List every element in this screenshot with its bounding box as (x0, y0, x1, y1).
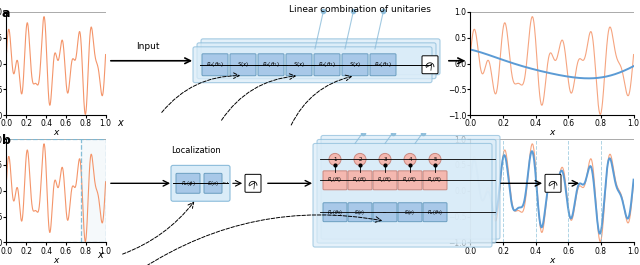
FancyBboxPatch shape (258, 54, 284, 76)
FancyBboxPatch shape (201, 39, 440, 75)
Text: Linear combination of unitaries: Linear combination of unitaries (289, 5, 431, 14)
Text: a: a (2, 7, 10, 20)
FancyBboxPatch shape (342, 54, 368, 76)
Text: $R_z(\theta_2)$: $R_z(\theta_2)$ (318, 60, 336, 69)
Text: $R_z(\theta_i')$: $R_z(\theta_i')$ (403, 175, 417, 185)
FancyBboxPatch shape (398, 203, 422, 222)
Text: $S(x)$: $S(x)$ (237, 60, 249, 69)
FancyBboxPatch shape (348, 171, 372, 190)
Text: 3: 3 (383, 157, 387, 162)
Circle shape (429, 153, 441, 165)
Text: ···: ··· (383, 210, 387, 215)
Text: 1: 1 (333, 157, 337, 162)
FancyBboxPatch shape (245, 174, 261, 192)
Text: $S(x)$: $S(x)$ (207, 179, 219, 188)
FancyBboxPatch shape (321, 135, 500, 239)
FancyBboxPatch shape (193, 47, 432, 83)
FancyBboxPatch shape (373, 171, 397, 190)
FancyBboxPatch shape (422, 56, 438, 74)
Circle shape (404, 153, 416, 165)
Circle shape (354, 153, 366, 165)
Text: $R_z(\theta_3)$: $R_z(\theta_3)$ (427, 208, 443, 217)
FancyBboxPatch shape (423, 203, 447, 222)
FancyBboxPatch shape (317, 139, 496, 243)
Text: b: b (2, 134, 11, 147)
Text: $R_z(\theta_i')$: $R_z(\theta_i')$ (328, 175, 342, 185)
Text: $R_z(\theta_0)$: $R_z(\theta_0)$ (327, 208, 343, 217)
Text: x: x (97, 250, 103, 260)
Text: Input: Input (136, 42, 160, 51)
Text: 4: 4 (408, 157, 412, 162)
FancyBboxPatch shape (423, 171, 447, 190)
FancyBboxPatch shape (286, 54, 312, 76)
FancyBboxPatch shape (398, 171, 422, 190)
Text: $R_z(\theta_1)$: $R_z(\theta_1)$ (262, 60, 280, 69)
Text: $S(x)$: $S(x)$ (355, 208, 365, 217)
FancyBboxPatch shape (204, 173, 222, 193)
FancyBboxPatch shape (314, 54, 340, 76)
FancyBboxPatch shape (230, 54, 256, 76)
Text: $R_z(\theta_0)$: $R_z(\theta_0)$ (206, 60, 224, 69)
FancyBboxPatch shape (176, 173, 200, 193)
Bar (81, 139, 106, 242)
FancyBboxPatch shape (313, 143, 492, 247)
Text: $R_z(\theta_i')$: $R_z(\theta_i')$ (378, 175, 392, 185)
FancyBboxPatch shape (545, 174, 561, 192)
FancyBboxPatch shape (197, 43, 436, 79)
Text: x: x (117, 118, 123, 127)
Text: 2: 2 (358, 157, 362, 162)
FancyBboxPatch shape (323, 171, 347, 190)
Text: $R_z(\theta_3)$: $R_z(\theta_3)$ (374, 60, 392, 69)
Text: $S(x)$: $S(x)$ (349, 60, 361, 69)
Text: 5: 5 (433, 157, 436, 162)
FancyBboxPatch shape (373, 203, 397, 222)
Text: $R_z(\phi)$: $R_z(\phi)$ (180, 179, 195, 188)
Text: $R_z(\theta_i')$: $R_z(\theta_i')$ (428, 175, 443, 185)
Text: $S(x)$: $S(x)$ (404, 208, 415, 217)
Text: Localization: Localization (171, 147, 221, 155)
FancyBboxPatch shape (202, 54, 228, 76)
Circle shape (329, 153, 341, 165)
FancyBboxPatch shape (370, 54, 396, 76)
Text: ···: ··· (221, 179, 229, 188)
X-axis label: x: x (549, 256, 555, 265)
Circle shape (379, 153, 391, 165)
Text: $R_z(\theta_i')$: $R_z(\theta_i')$ (353, 175, 367, 185)
FancyBboxPatch shape (323, 203, 347, 222)
X-axis label: x: x (53, 256, 59, 265)
Text: $S(x)$: $S(x)$ (292, 60, 305, 69)
X-axis label: x: x (549, 129, 555, 138)
X-axis label: x: x (53, 129, 59, 138)
FancyBboxPatch shape (348, 203, 372, 222)
FancyBboxPatch shape (171, 165, 230, 201)
